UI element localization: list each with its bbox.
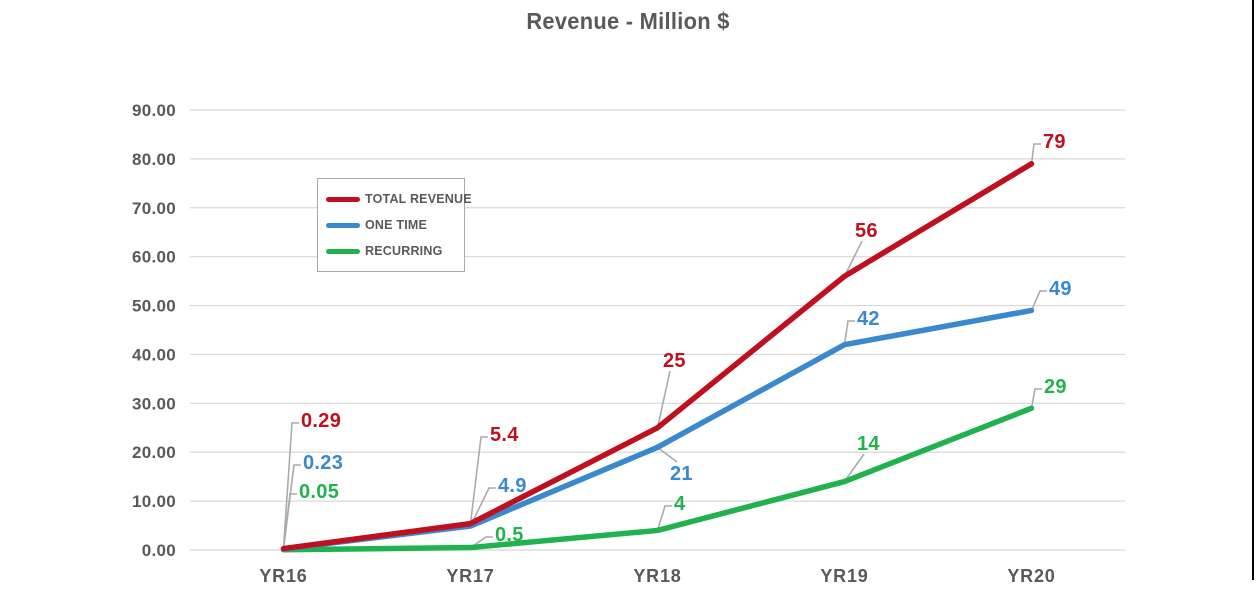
data-label: 0.23 (303, 452, 343, 474)
label-leader-line (656, 370, 671, 428)
data-label: 29 (1044, 376, 1067, 398)
x-axis-label: YR19 (820, 566, 868, 586)
data-label: 4.9 (498, 475, 527, 497)
slide-right-edge-line (1252, 0, 1254, 580)
y-axis-tick-label: 90.00 (132, 101, 176, 120)
label-leader-line (470, 536, 493, 549)
label-leader-line (1030, 388, 1042, 409)
data-label: 0.5 (495, 524, 524, 546)
y-axis-tick-label: 50.00 (132, 297, 176, 316)
label-leader-line (469, 487, 496, 527)
data-label: 0.29 (301, 410, 341, 432)
y-axis-tick-label: 0.00 (142, 541, 176, 560)
chart-legend: TOTAL REVENUE ONE TIME RECURRING (317, 178, 472, 272)
legend-label: TOTAL REVENUE (365, 192, 472, 206)
data-label: 21 (670, 463, 693, 485)
label-leader-line (282, 493, 297, 550)
label-leader-line (1030, 143, 1041, 164)
legend-label: RECURRING (365, 244, 443, 258)
label-leader-line (469, 436, 488, 524)
label-leader-line (843, 240, 863, 277)
data-label: 14 (857, 433, 880, 455)
x-axis-label: YR16 (259, 566, 307, 586)
label-leader-line (1030, 290, 1047, 311)
chart-title: Revenue - Million $ (526, 8, 730, 34)
label-leader-line (843, 453, 865, 483)
y-axis-tick-label: 30.00 (132, 394, 176, 413)
y-axis-tick-label: 20.00 (132, 443, 176, 462)
x-axis-label: YR18 (633, 566, 681, 586)
label-leader-line (282, 422, 299, 549)
legend-item-recurring: RECURRING (326, 238, 456, 264)
label-leader-line (843, 320, 855, 345)
legend-swatch (326, 222, 360, 228)
y-axis-tick-label: 60.00 (132, 248, 176, 267)
series-line-recurring (280, 405, 1035, 553)
legend-swatch (326, 248, 360, 254)
data-label: 0.05 (299, 481, 339, 503)
data-label: 42 (857, 308, 880, 330)
label-leader-line (656, 505, 672, 531)
y-axis-tick-label: 40.00 (132, 345, 176, 364)
x-axis-label: YR20 (1007, 566, 1055, 586)
legend-item-total-revenue: TOTAL REVENUE (326, 186, 472, 212)
data-label: 5.4 (490, 424, 519, 446)
legend-label: ONE TIME (365, 218, 428, 232)
data-label: 25 (663, 350, 686, 372)
legend-swatch (326, 196, 360, 202)
data-label: 56 (855, 220, 878, 242)
x-axis-label: YR17 (446, 566, 494, 586)
data-label: 4 (674, 493, 686, 515)
series-line-total-revenue (280, 161, 1035, 552)
y-axis-tick-label: 70.00 (132, 199, 176, 218)
y-axis-tick-label: 10.00 (132, 492, 176, 511)
data-label: 79 (1043, 131, 1066, 153)
label-leader-line (657, 446, 678, 463)
legend-item-one-time: ONE TIME (326, 212, 456, 238)
data-label: 49 (1049, 278, 1072, 300)
y-axis-tick-label: 80.00 (132, 150, 176, 169)
